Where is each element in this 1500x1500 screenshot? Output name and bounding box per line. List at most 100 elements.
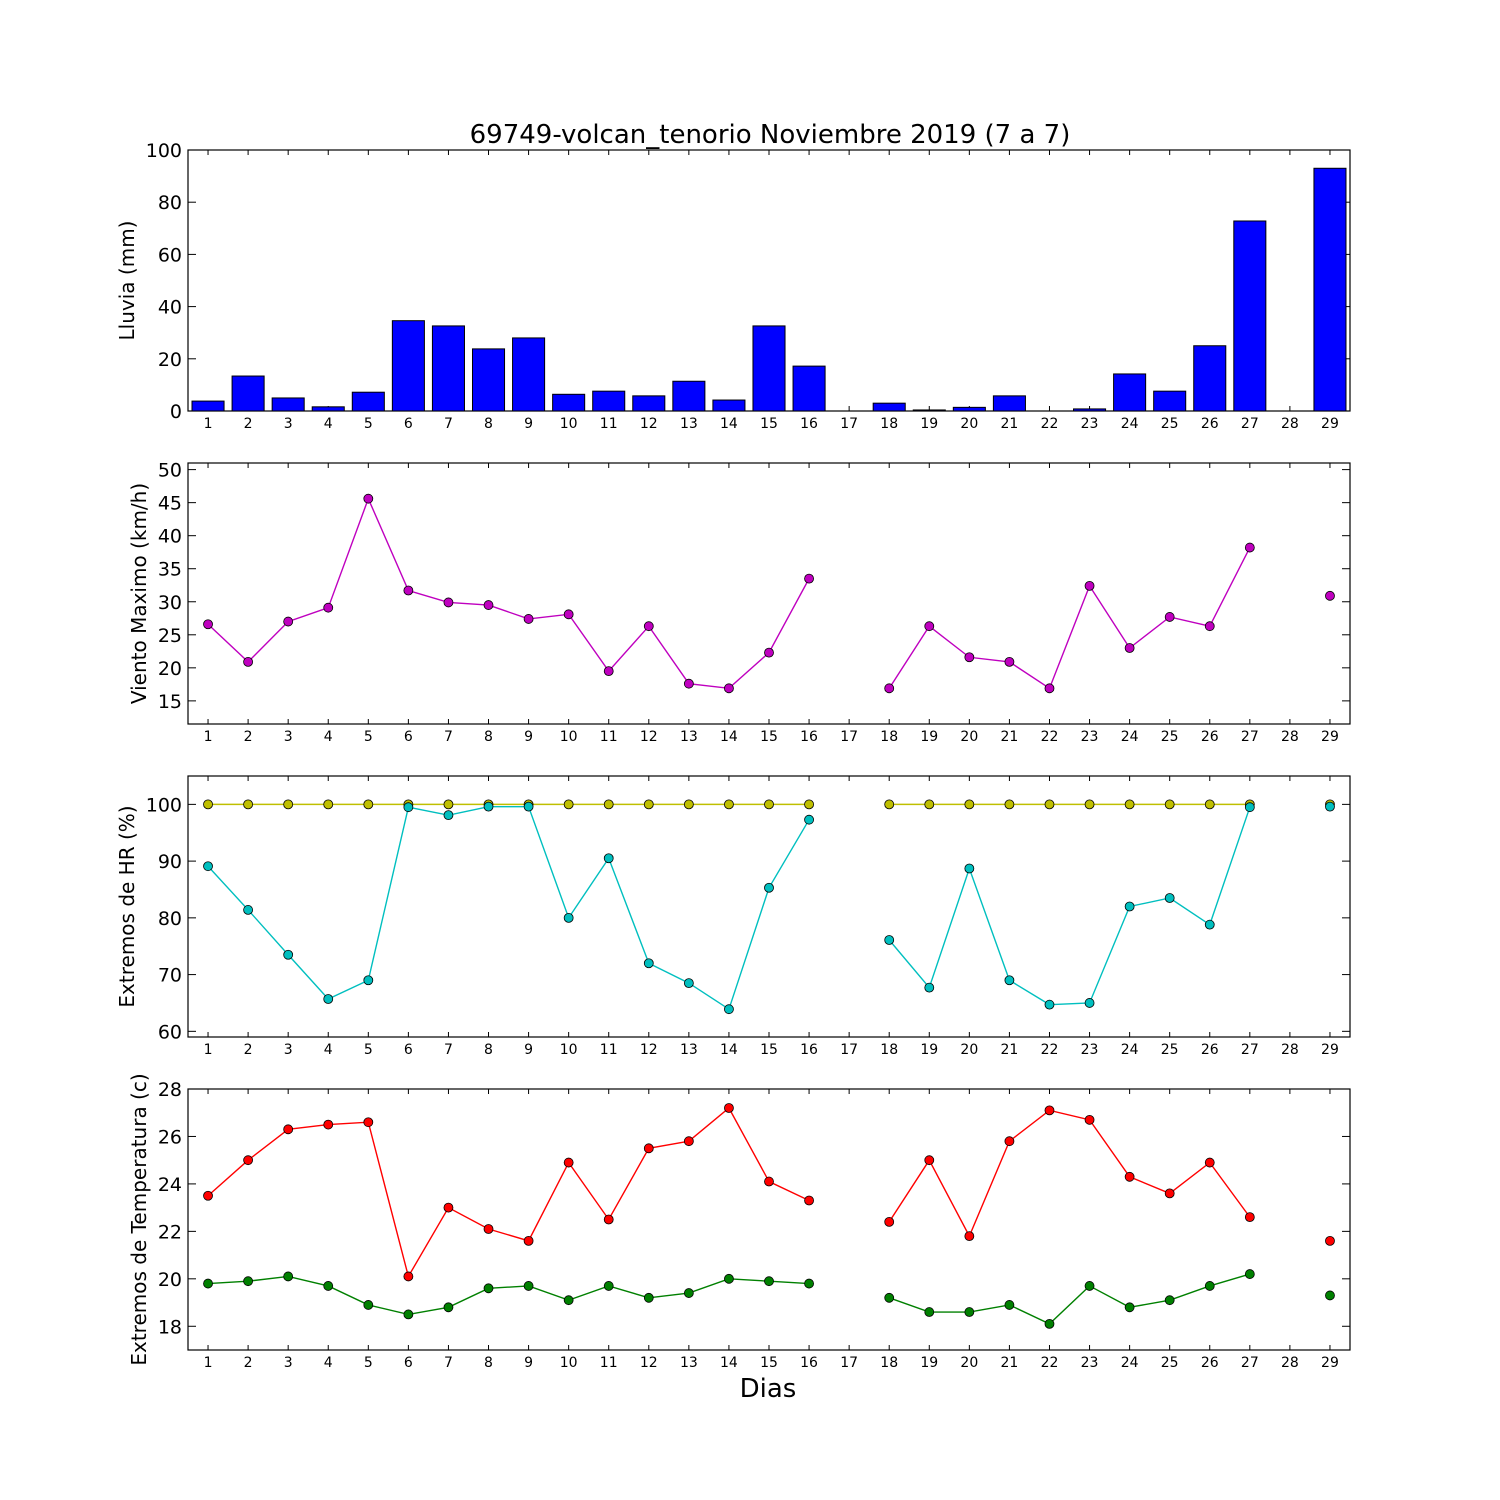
- wind-series-0-point: [683, 678, 694, 689]
- humidity-xtick-label: 9: [524, 1042, 533, 1058]
- wind-xtick-label: 17: [840, 729, 858, 745]
- humidity-xtick-label: 1: [204, 1042, 213, 1058]
- wind-series-0-point: [1204, 621, 1215, 632]
- humidity-series-0-point: [1004, 799, 1015, 810]
- temperature-series-0-point: [1084, 1114, 1095, 1125]
- humidity-series-0-point: [764, 799, 774, 810]
- wind-series-0-point: [724, 683, 734, 694]
- humidity-series-0-point: [643, 799, 654, 810]
- rain-bar: [512, 337, 546, 412]
- wind-xtick-label: 8: [484, 729, 493, 745]
- rain-bar: [231, 375, 265, 412]
- temperature-series-0-line: [888, 1109, 1251, 1238]
- humidity-ytick-label: 80: [158, 908, 182, 930]
- wind-xtick-label: 19: [920, 729, 938, 745]
- temperature-series-0-point: [1325, 1235, 1335, 1246]
- humidity-xtick-label: 12: [640, 1042, 658, 1058]
- wind-xtick-label: 21: [1000, 729, 1018, 745]
- wind-series-0-point: [1325, 590, 1335, 601]
- wind-series-0-point: [924, 621, 935, 632]
- rain-bar: [712, 399, 746, 412]
- humidity-series-1-point: [1325, 801, 1335, 812]
- temperature-xtick-label: 11: [600, 1355, 618, 1371]
- temperature-series-0-point: [363, 1117, 374, 1128]
- rain-bar: [592, 390, 626, 412]
- humidity-xtick-label: 27: [1241, 1042, 1259, 1058]
- humidity-series-1-point: [603, 853, 614, 864]
- temperature-series-0-point: [523, 1235, 534, 1246]
- humidity-series-1-line: [888, 806, 1251, 1006]
- wind-series-0-line: [207, 496, 810, 690]
- rain-ytick-label: 60: [158, 244, 182, 266]
- temperature-series-0-point: [243, 1155, 254, 1166]
- temperature-series-1-line: [888, 1273, 1251, 1325]
- wind-xtick-label: 18: [880, 729, 898, 745]
- wind-ytick-label: 40: [158, 526, 182, 548]
- humidity-xtick-label: 22: [1041, 1042, 1059, 1058]
- wind-xtick-label: 29: [1321, 729, 1339, 745]
- wind-xtick-label: 20: [960, 729, 978, 745]
- wind-plot-area: [187, 462, 1351, 725]
- temperature-series-0-point: [283, 1124, 294, 1135]
- humidity-xtick-label: 14: [720, 1042, 738, 1058]
- humidity-series-1-point: [1044, 999, 1055, 1010]
- humidity-series-1-point: [563, 912, 574, 923]
- rain-xtick-label: 12: [640, 416, 658, 432]
- humidity-ytick-label: 70: [158, 965, 182, 987]
- wind-xtick-label: 28: [1281, 729, 1299, 745]
- wind-series-0-point: [323, 602, 334, 613]
- rain-xtick-label: 6: [404, 416, 413, 432]
- humidity-series-1-point: [1084, 998, 1095, 1008]
- wind-series-0-point: [1164, 612, 1175, 622]
- wind-series-0-point: [1004, 656, 1015, 667]
- wind-xtick-label: 4: [324, 729, 333, 745]
- wind-xtick-label: 15: [760, 729, 778, 745]
- humidity-ytick-label: 60: [158, 1021, 182, 1043]
- temperature-series-1-point: [1044, 1319, 1055, 1329]
- wind-series-0-point: [1244, 542, 1255, 553]
- humidity-xtick-label: 6: [404, 1042, 413, 1058]
- rain-xtick-label: 11: [600, 416, 618, 432]
- rain-bar: [672, 380, 706, 412]
- temperature-ylabel: Extremos de Temperatura (c): [127, 1073, 151, 1365]
- wind-series-0-point: [483, 600, 494, 610]
- rain-xtick-label: 15: [760, 416, 778, 432]
- humidity-xtick-label: 24: [1121, 1042, 1139, 1058]
- temperature-series-0-point: [1124, 1171, 1135, 1182]
- temperature-series-0-point: [563, 1157, 574, 1168]
- temperature-series-1-point: [1204, 1281, 1215, 1291]
- wind-xtick-label: 24: [1121, 729, 1139, 745]
- humidity-series-0-point: [323, 799, 334, 810]
- temperature-series-1-point: [724, 1273, 734, 1284]
- wind-series-0-point: [1124, 643, 1135, 653]
- temperature-xtick-label: 27: [1241, 1355, 1259, 1371]
- temperature-series-1-point: [243, 1276, 254, 1287]
- humidity-xtick-label: 15: [760, 1042, 778, 1058]
- humidity-series-1-point: [283, 949, 294, 960]
- rain-bar: [752, 325, 786, 412]
- wind-series-0-point: [603, 666, 614, 677]
- wind-xtick-label: 16: [800, 729, 818, 745]
- rain-xtick-label: 1: [204, 416, 213, 432]
- humidity-series-1-point: [764, 882, 774, 893]
- rain-ytick-label: 40: [158, 297, 182, 319]
- wind-series-0-point: [804, 573, 814, 584]
- temperature-series-1-point: [1004, 1300, 1015, 1310]
- rain-bar: [351, 391, 385, 412]
- humidity-series-1-point: [363, 975, 374, 986]
- temperature-xtick-label: 24: [1121, 1355, 1139, 1371]
- wind-ytick-label: 45: [158, 493, 182, 515]
- temperature-series-0-point: [724, 1103, 734, 1113]
- temperature-xtick-label: 17: [840, 1355, 858, 1371]
- temperature-plot-area: [187, 1088, 1351, 1351]
- temperature-xtick-label: 4: [324, 1355, 333, 1371]
- rain-xtick-label: 3: [284, 416, 293, 432]
- humidity-series-1-point: [1244, 802, 1255, 813]
- temperature-xtick-label: 23: [1081, 1355, 1099, 1371]
- wind-xtick-label: 27: [1241, 729, 1259, 745]
- humidity-series-0-point: [804, 799, 814, 810]
- humidity-series-1-point: [1124, 901, 1135, 912]
- temperature-xtick-label: 1: [204, 1355, 213, 1371]
